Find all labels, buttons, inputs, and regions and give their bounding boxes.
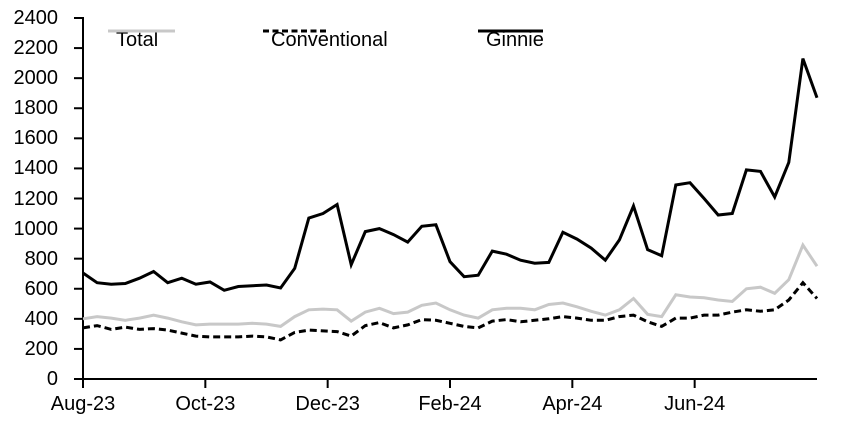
x-axis-tick-label: Feb-24 <box>418 393 482 415</box>
y-axis-tick-label: 2000 <box>13 67 59 90</box>
y-axis-tick-label: 1600 <box>13 127 59 150</box>
x-axis-tick-label: Oct-23 <box>175 393 236 415</box>
y-axis-tick-label: 1200 <box>13 187 59 210</box>
legend-label-ginnie: Ginnie <box>486 29 544 51</box>
y-axis-tick-label: 1800 <box>13 97 59 120</box>
y-axis-tick-label: 1400 <box>13 157 59 180</box>
y-axis-tick-label: 600 <box>24 277 58 300</box>
y-axis-tick-label: 400 <box>24 307 58 330</box>
legend-item-ginnie: Ginnie <box>478 28 544 52</box>
conventional-line <box>82 280 819 342</box>
legend-item-total: Total <box>108 28 175 52</box>
legend-label-total: Total <box>116 29 159 51</box>
x-axis-tick-label: Apr-24 <box>542 393 603 415</box>
x-axis-tick-label: Jun-24 <box>664 393 726 415</box>
y-axis-tick-label: 2400 <box>13 7 59 29</box>
total-line <box>82 241 819 328</box>
y-axis-tick-label: 0 <box>46 368 58 390</box>
legend-label-conventional: Conventional <box>271 29 388 51</box>
y-axis-tick-label: 200 <box>24 337 58 360</box>
y-axis-tick-label: 1000 <box>13 217 59 240</box>
x-axis-tick-label: Dec-23 <box>295 393 360 415</box>
x-axis-tick-label: Aug-23 <box>50 393 116 415</box>
y-axis-tick-label: 2200 <box>13 37 59 60</box>
ginnie-line <box>82 58 819 292</box>
legend-item-conventional: Conventional <box>263 28 388 52</box>
y-axis-tick-label: 800 <box>24 247 58 270</box>
